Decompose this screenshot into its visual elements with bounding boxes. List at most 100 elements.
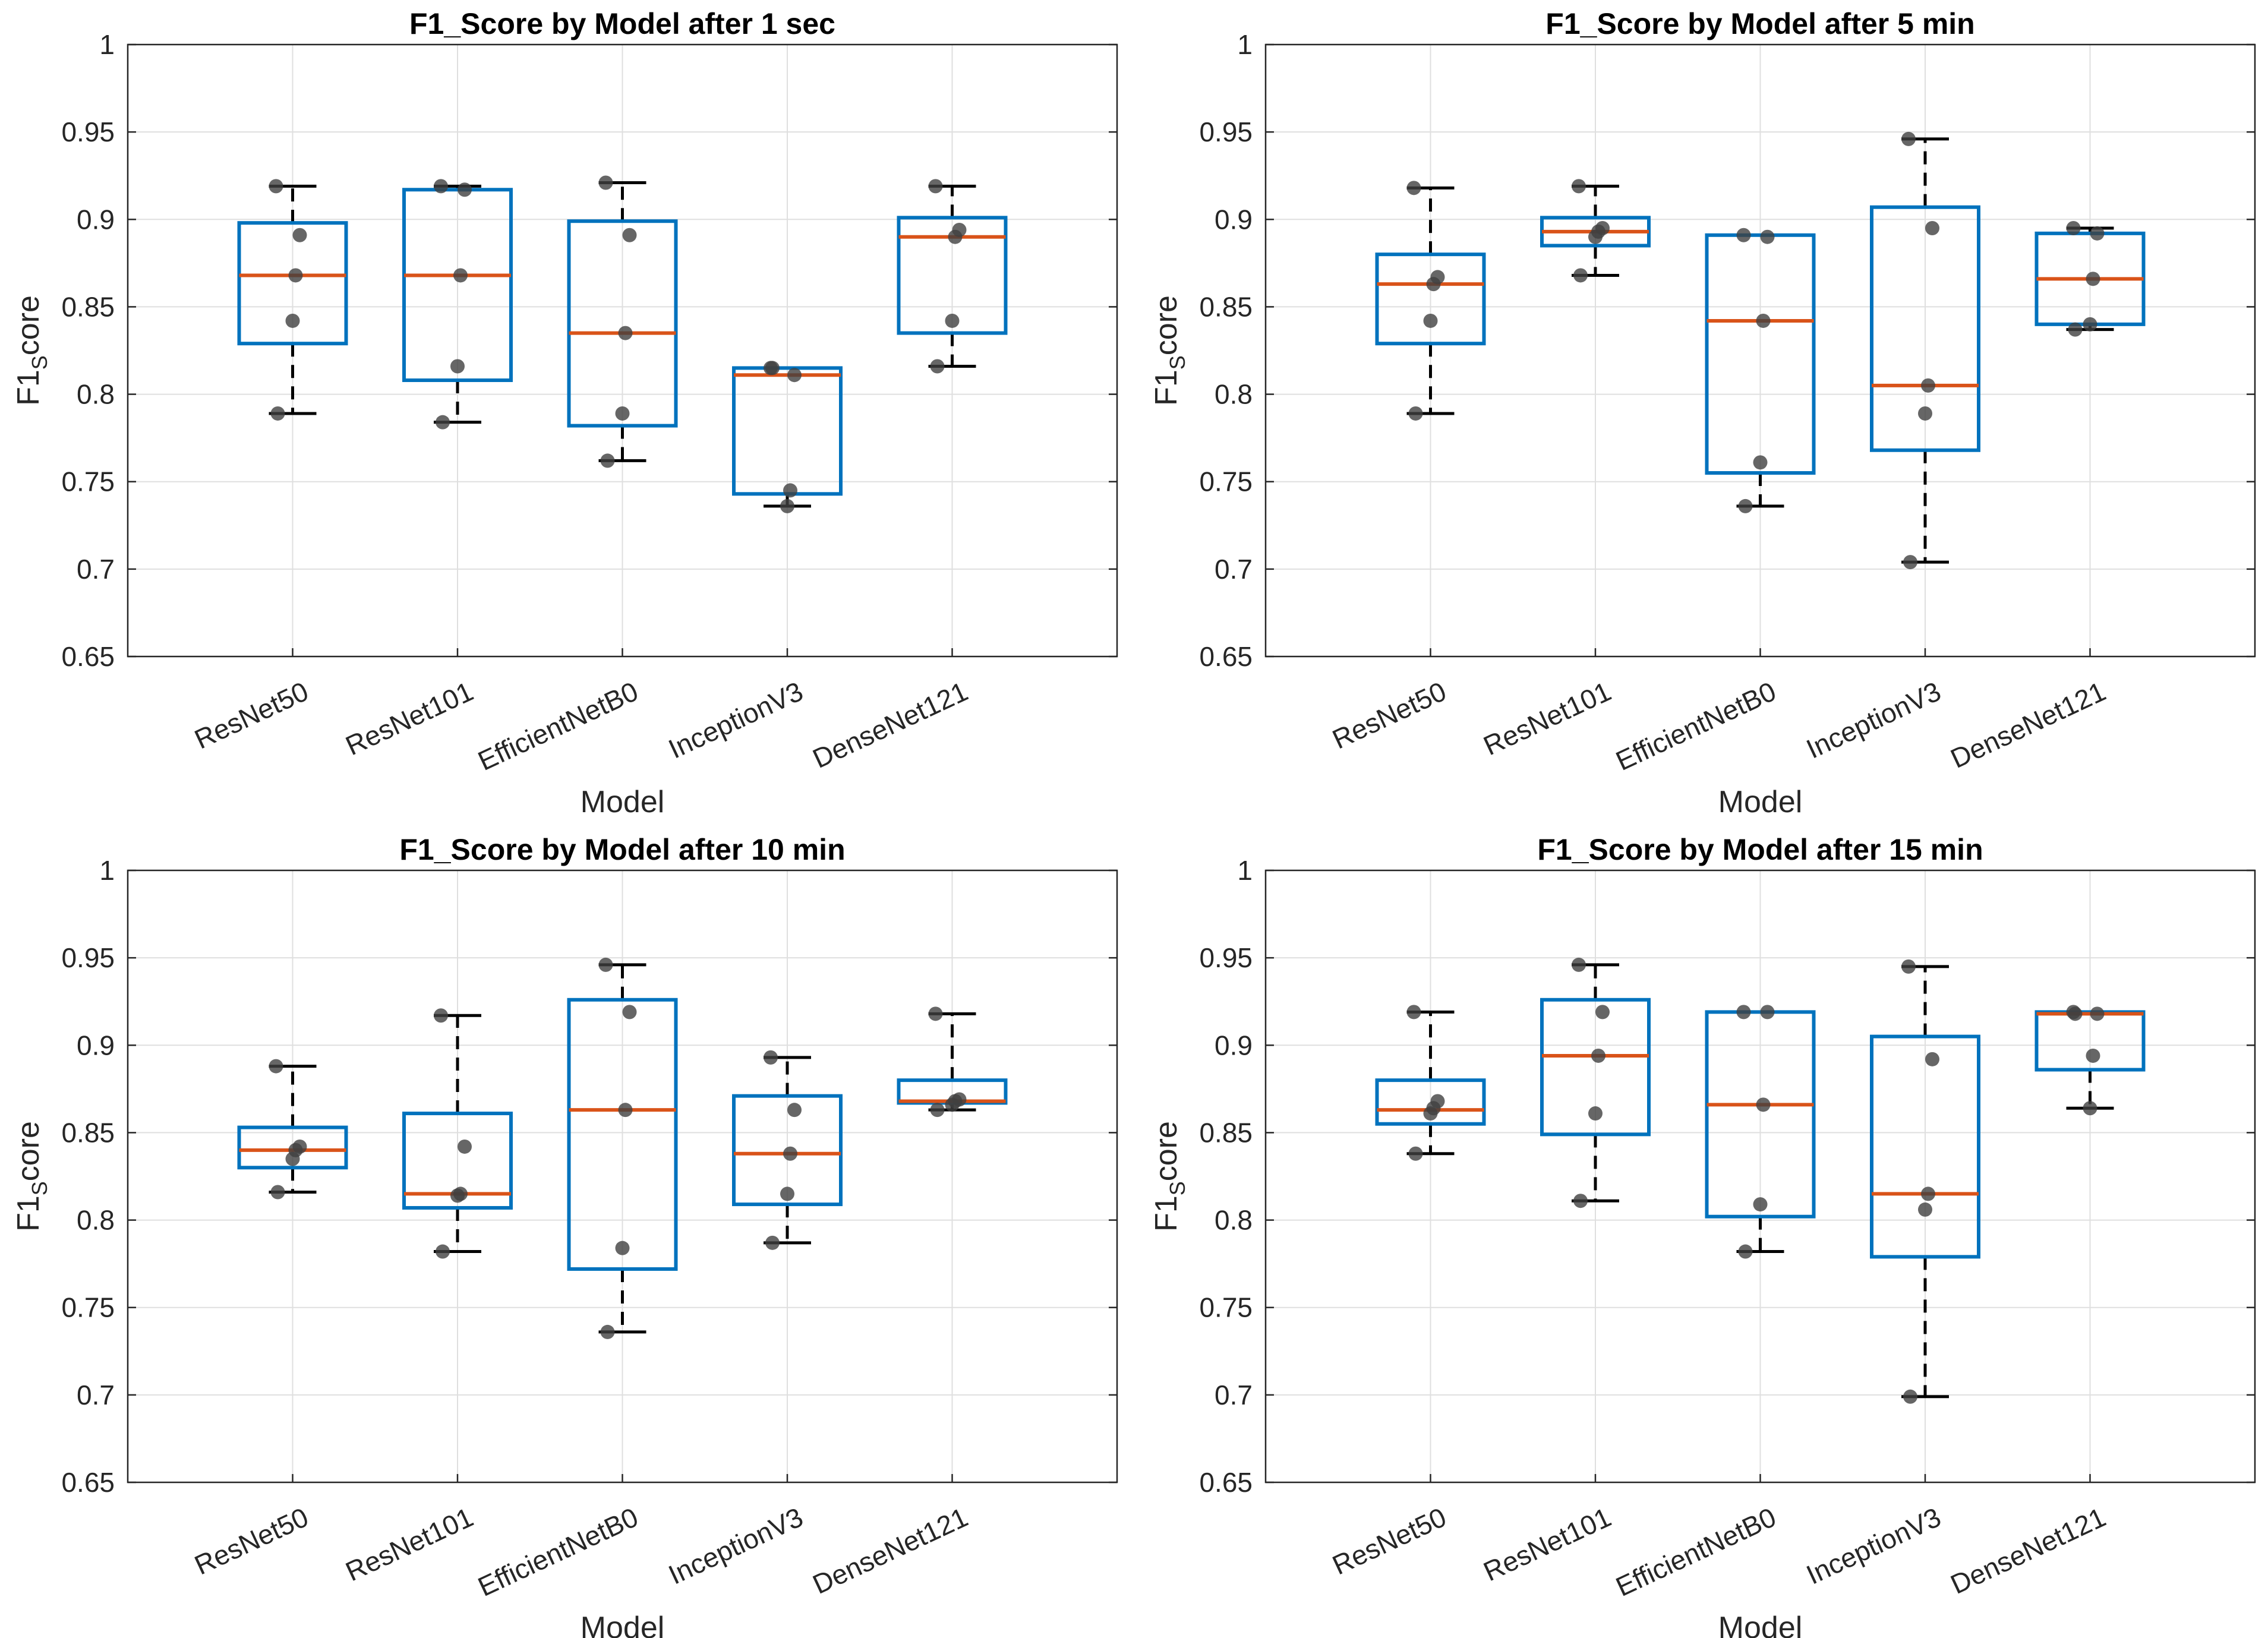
data-point xyxy=(780,1186,794,1201)
data-point xyxy=(598,175,613,190)
y-tick-label: 0.75 xyxy=(61,1292,115,1323)
data-point xyxy=(2083,317,2097,332)
y-tick-label: 0.9 xyxy=(77,1030,115,1061)
data-point xyxy=(1760,229,1775,244)
data-point xyxy=(2068,1006,2083,1021)
data-point xyxy=(1903,555,1917,570)
data-point xyxy=(1572,179,1586,194)
x-axis-label: Model xyxy=(581,1611,665,1638)
y-axis-label-subscript: S xyxy=(27,355,52,370)
y-axis-label-main: F1 xyxy=(11,1195,46,1232)
box-inceptionv3 xyxy=(732,1050,843,1250)
y-tick-label: 0.9 xyxy=(1215,204,1253,235)
data-point xyxy=(783,483,797,498)
iqr-box xyxy=(402,1112,513,1210)
box-densenet121 xyxy=(2034,1005,2146,1116)
data-point xyxy=(1408,406,1423,421)
data-point xyxy=(1925,1052,1939,1066)
iqr-box xyxy=(1375,1078,1486,1126)
data-point xyxy=(269,1059,283,1074)
box-efficientnetb0 xyxy=(567,957,678,1339)
y-tick-label: 0.65 xyxy=(61,1467,115,1498)
data-point xyxy=(600,1324,615,1339)
data-point xyxy=(450,1188,465,1203)
data-point xyxy=(945,313,960,328)
data-point xyxy=(930,359,945,374)
data-point xyxy=(1573,268,1588,283)
box-inceptionv3 xyxy=(1870,131,1980,570)
y-tick-label: 0.9 xyxy=(77,204,115,235)
data-point xyxy=(1426,277,1441,292)
y-axis-label-rest: core xyxy=(11,1121,46,1181)
y-tick-label: 0.95 xyxy=(61,116,115,147)
data-point xyxy=(1408,1146,1423,1161)
data-point xyxy=(622,1005,637,1020)
y-tick-label: 0.85 xyxy=(1199,1117,1253,1148)
data-point xyxy=(618,1103,633,1118)
box-resnet50 xyxy=(1375,1005,1486,1161)
data-point xyxy=(1588,1106,1603,1121)
data-point xyxy=(2068,322,2083,337)
y-tick-label: 0.95 xyxy=(61,942,115,973)
y-tick-label: 1 xyxy=(1237,29,1253,60)
iqr-box xyxy=(897,216,1008,335)
data-point xyxy=(2086,272,2100,286)
data-point xyxy=(1903,1389,1917,1404)
data-point xyxy=(764,1050,778,1065)
data-point xyxy=(930,1103,945,1118)
box-resnet101 xyxy=(402,1008,513,1259)
box-resnet101 xyxy=(1540,179,1651,283)
data-point xyxy=(2066,221,2081,235)
data-point xyxy=(270,1185,285,1200)
data-point xyxy=(1736,228,1751,242)
y-tick-label: 0.75 xyxy=(61,466,115,497)
y-tick-label: 1 xyxy=(1237,855,1253,886)
data-point xyxy=(2086,1048,2100,1063)
data-point xyxy=(787,368,802,383)
data-point xyxy=(1756,313,1771,328)
data-point xyxy=(1572,957,1586,972)
data-point xyxy=(622,228,637,242)
iqr-box xyxy=(1870,205,1980,452)
y-axis-label-main: F1 xyxy=(1149,1195,1184,1232)
y-tick-label: 1 xyxy=(99,29,115,60)
iqr-box xyxy=(1540,998,1651,1137)
data-point xyxy=(1406,1005,1421,1020)
data-point xyxy=(288,268,303,283)
y-tick-label: 0.65 xyxy=(1199,641,1253,672)
y-tick-label: 0.9 xyxy=(1215,1030,1253,1061)
data-point xyxy=(1406,181,1421,195)
y-tick-label: 0.65 xyxy=(1199,1467,1253,1498)
data-point xyxy=(2090,1006,2105,1021)
iqr-box xyxy=(237,221,348,346)
y-axis-label-rest: core xyxy=(1149,295,1184,355)
data-point xyxy=(450,359,465,374)
y-tick-label: 0.8 xyxy=(77,1205,115,1236)
y-tick-label: 0.95 xyxy=(1199,942,1253,973)
y-tick-label: 0.65 xyxy=(61,641,115,672)
data-point xyxy=(1753,1197,1768,1212)
y-tick-label: 1 xyxy=(99,855,115,886)
data-point xyxy=(783,1146,797,1161)
iqr-box xyxy=(1705,233,1816,475)
data-point xyxy=(285,1151,300,1166)
y-tick-label: 0.7 xyxy=(77,554,115,585)
y-axis-label-subscript: S xyxy=(27,1181,52,1195)
y-tick-label: 0.8 xyxy=(77,379,115,410)
box-inceptionv3 xyxy=(732,361,843,513)
data-point xyxy=(1901,959,1916,974)
box-resnet50 xyxy=(237,179,348,421)
data-point xyxy=(1901,131,1916,146)
data-point xyxy=(434,179,448,194)
data-point xyxy=(458,1139,472,1154)
y-tick-label: 0.7 xyxy=(1215,554,1253,585)
data-point xyxy=(615,1241,630,1255)
x-axis-label: Model xyxy=(1718,785,1803,819)
chart-title: F1_Score by Model after 1 sec xyxy=(409,7,835,40)
data-point xyxy=(598,957,613,972)
y-tick-label: 0.85 xyxy=(61,1117,115,1148)
data-point xyxy=(928,1006,943,1021)
data-point xyxy=(1738,498,1753,513)
y-tick-label: 0.8 xyxy=(1215,1205,1253,1236)
iqr-box xyxy=(732,1094,843,1207)
